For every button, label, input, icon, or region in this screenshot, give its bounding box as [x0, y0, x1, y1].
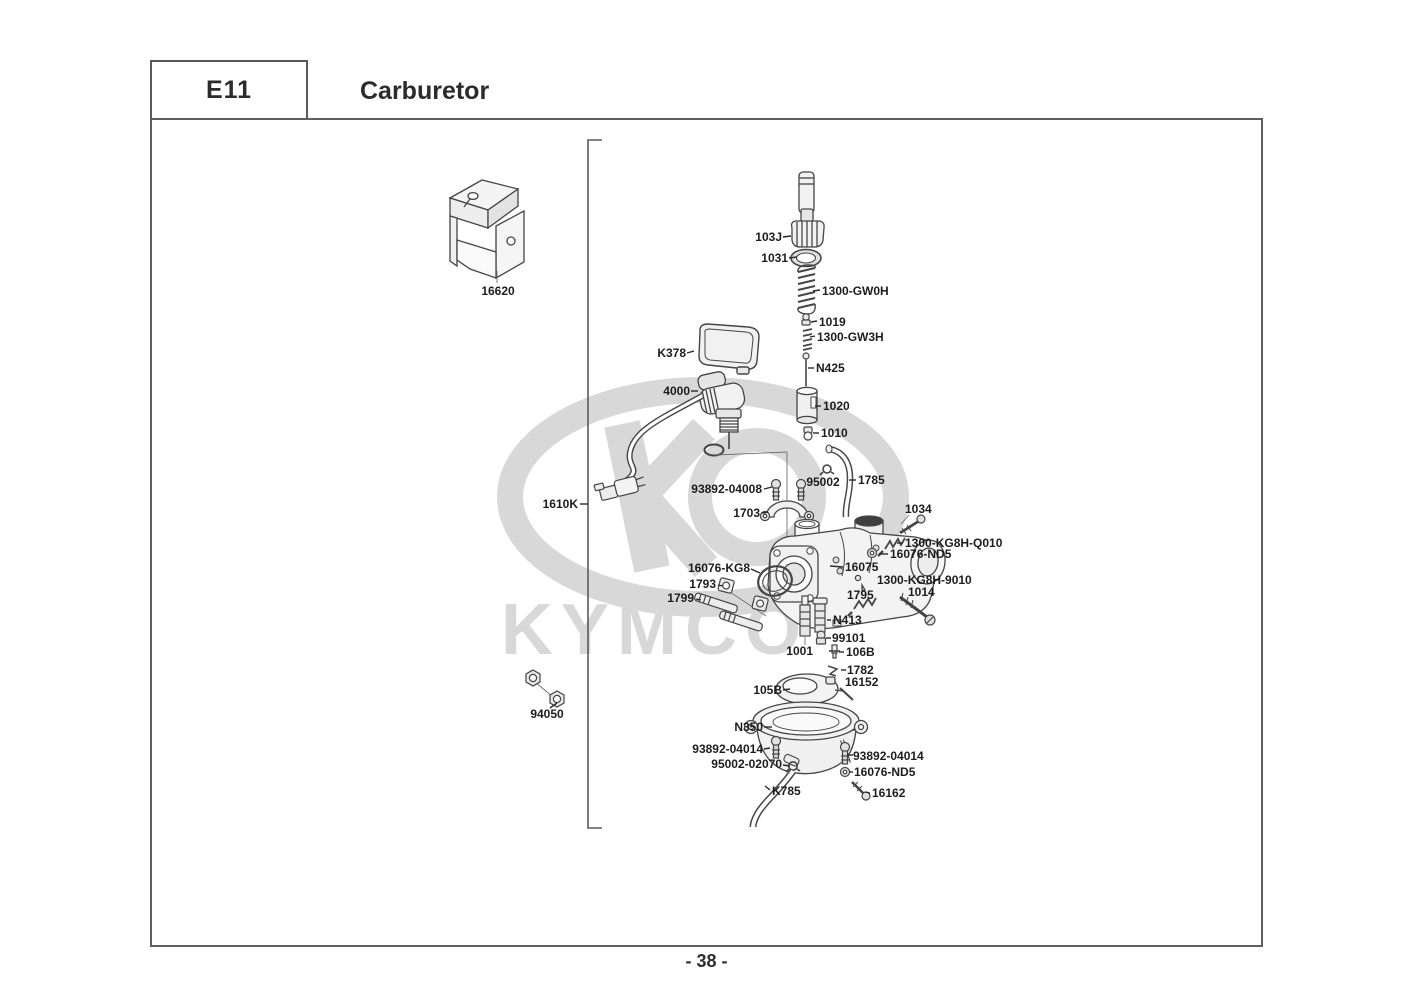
spring-1300-gw3h — [802, 328, 813, 351]
choke-wire — [624, 393, 704, 484]
screw-1034 — [899, 514, 926, 535]
cover-k378 — [698, 323, 760, 375]
page-title: Carburetor — [360, 77, 490, 105]
seal-1031 — [790, 248, 822, 268]
fasteners-1795 — [854, 574, 866, 592]
washer-set-99101 — [815, 630, 827, 645]
spring-1300-gw0h — [797, 264, 816, 315]
float-105b — [775, 673, 844, 705]
clamp-95002 — [819, 464, 835, 476]
section-code: E11 — [205, 75, 253, 104]
nuts-1793 — [717, 577, 769, 612]
screw-93892-04014-right — [839, 741, 851, 765]
washer-16076-nd5-bottom — [839, 766, 851, 778]
auto-choke-4000 — [697, 371, 746, 457]
carburetor-body — [767, 515, 946, 630]
screw-93892-04014-left — [770, 735, 782, 759]
throttle-slide-1020 — [796, 386, 818, 425]
wire-connector — [593, 475, 646, 501]
jet-106b — [829, 644, 840, 659]
plug-16076-nd5 — [866, 547, 878, 559]
nozzle-1010 — [803, 426, 813, 441]
screw-1014 — [899, 592, 936, 626]
oring-16076-kg8 — [757, 565, 793, 597]
float-bowl-n350 — [743, 701, 869, 775]
screw-spring-1300-kg8h-9010 — [847, 597, 877, 617]
assembly-bracket-line — [587, 139, 602, 829]
fuel-tube-k785 — [749, 768, 796, 828]
studs-1799 — [694, 592, 763, 632]
jet-1001 — [799, 595, 811, 637]
clip-1782 — [827, 665, 839, 677]
jet-needle-n425 — [802, 352, 810, 391]
kymco-watermark-text: KYMCO — [501, 590, 809, 670]
drain-screw-16162 — [851, 781, 871, 801]
label-dashes — [549, 235, 903, 794]
retainer-1019 — [801, 313, 811, 326]
nuts-94050 — [525, 669, 565, 708]
needle-jet-n413 — [812, 597, 828, 633]
tube-1785 — [825, 444, 854, 518]
page-number: - 38 - — [685, 951, 728, 971]
bracket-16620 — [448, 179, 525, 280]
screws-93892-04008 — [770, 478, 807, 501]
pin-16152 — [839, 687, 854, 701]
throttle-cable-tube — [798, 171, 815, 214]
cap-103j — [790, 208, 825, 248]
